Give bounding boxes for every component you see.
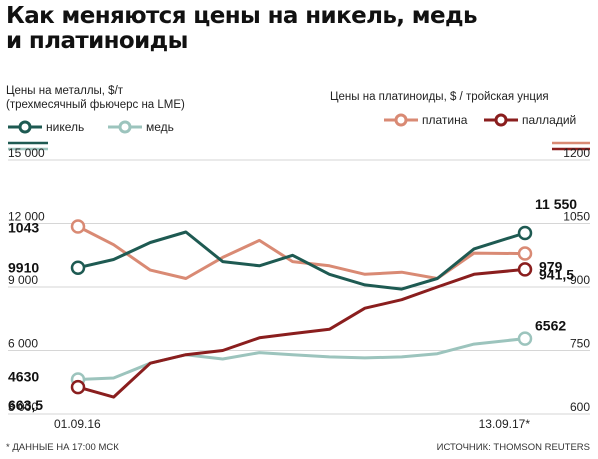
x-start-label: 01.09.16 [54, 417, 101, 431]
series-line-nickel [77, 230, 526, 291]
series-line-platinum [77, 225, 526, 280]
legend-dot-platinum [394, 113, 408, 127]
legend-label-platinum: платина [422, 113, 468, 127]
right-tick-label: 750 [570, 337, 590, 351]
legend-marker-nickel [8, 120, 42, 134]
left-tick-label: 3 000 [8, 400, 38, 414]
start-marker-nickel [70, 260, 86, 275]
left-axis-label: Цены на металлы, $/т [6, 85, 124, 97]
legend-dot-nickel [18, 120, 32, 134]
source-note: ИСТОЧНИК: THOMSON REUTERS [436, 442, 590, 453]
chart-title-line-2: и платиноиды [6, 28, 188, 54]
start-value-label-nickel: 9910 [8, 260, 39, 276]
legend-label-copper: медь [146, 120, 174, 134]
end-value-label-platinum: 979 [539, 259, 563, 275]
left-tick-label: 9 000 [8, 273, 38, 287]
legend-label-nickel: никель [46, 120, 85, 134]
end-marker-palladium [517, 262, 533, 277]
left-tick-label: 6 000 [8, 337, 38, 351]
start-value-label-platinum: 1043 [8, 219, 39, 235]
left-tick-label: 12 000 [8, 210, 45, 224]
legend-marker-platinum [384, 113, 418, 127]
right-tick-label: 600 [570, 400, 590, 414]
footnote: * ДАННЫЕ НА 17:00 МСК [6, 442, 119, 453]
end-value-label-nickel: 11 550 [535, 196, 577, 212]
series-line-copper [77, 337, 526, 381]
end-value-label-palladium: 941,5 [539, 266, 574, 282]
legend-dot-copper [118, 120, 132, 134]
x-end-label: 13.09.17* [479, 417, 531, 431]
legend-marker-palladium [484, 113, 518, 127]
legend-marker-copper [108, 120, 142, 134]
right-axis-label: Цены на платиноиды, $ / тройская унция [330, 91, 549, 103]
legend-dot-palladium [494, 113, 508, 127]
end-marker-nickel [517, 225, 533, 241]
start-marker-platinum [70, 219, 86, 234]
right-tick-label: 1050 [563, 210, 590, 224]
start-value-label-palladium: 663,5 [8, 397, 43, 413]
end-marker-copper [517, 331, 533, 346]
chart-title: Как меняются цены на никель, медь и плат… [6, 4, 566, 54]
chart-title-line-1: Как меняются цены на никель, медь [6, 3, 478, 29]
right-tick-label: 1200 [563, 146, 590, 160]
start-value-label-copper: 4630 [8, 368, 39, 384]
legend-item-nickel: никель [8, 120, 84, 134]
left-axis-sublabel: (трехмесячный фьючерс на LME) [6, 99, 185, 111]
legend-item-copper: медь [108, 120, 174, 134]
end-marker-platinum [517, 246, 533, 261]
left-tick-label: 15 000 [8, 146, 45, 160]
legend-label-palladium: палладий [522, 113, 577, 127]
right-tick-label: 900 [570, 273, 590, 287]
legend-item-platinum: платина [384, 113, 467, 127]
legend-item-palladium: палладий [484, 113, 576, 127]
start-marker-palladium [70, 379, 86, 395]
end-value-label-copper: 6562 [535, 318, 566, 334]
series-line-palladium [77, 267, 526, 399]
